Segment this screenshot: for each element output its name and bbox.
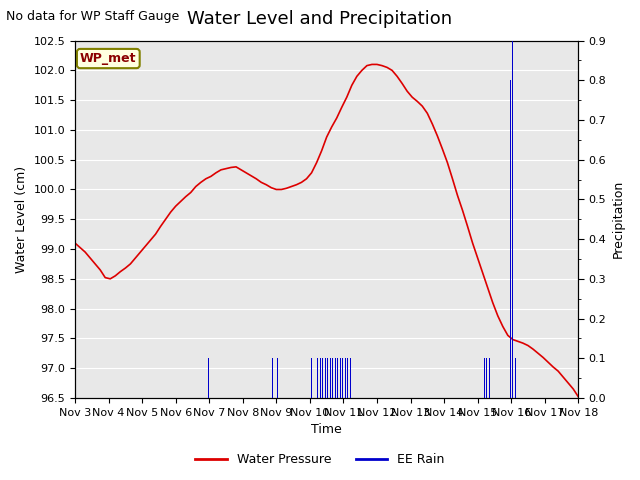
Y-axis label: Water Level (cm): Water Level (cm)	[15, 166, 28, 273]
X-axis label: Time: Time	[311, 423, 342, 436]
Bar	[277, 358, 278, 398]
Bar	[317, 358, 318, 398]
Text: Water Level and Precipitation: Water Level and Precipitation	[188, 10, 452, 28]
Bar	[350, 358, 351, 398]
Bar	[515, 358, 516, 398]
Legend: Water Pressure, EE Rain: Water Pressure, EE Rain	[190, 448, 450, 471]
Bar	[320, 358, 321, 398]
Bar	[324, 358, 326, 398]
Bar	[337, 358, 338, 398]
Text: No data for WP Staff Gauge: No data for WP Staff Gauge	[6, 10, 180, 23]
Bar	[327, 358, 328, 398]
Bar	[311, 358, 312, 398]
Bar	[330, 358, 331, 398]
Bar	[486, 358, 487, 398]
Bar	[303, 319, 305, 398]
Y-axis label: Precipitation: Precipitation	[612, 180, 625, 258]
Bar	[315, 358, 316, 398]
Bar	[345, 358, 346, 398]
Bar	[208, 358, 209, 398]
Bar	[489, 358, 490, 398]
Bar	[332, 358, 333, 398]
Bar	[322, 358, 323, 398]
Bar	[510, 80, 511, 398]
Text: WP_met: WP_met	[80, 52, 136, 65]
Bar	[342, 358, 343, 398]
